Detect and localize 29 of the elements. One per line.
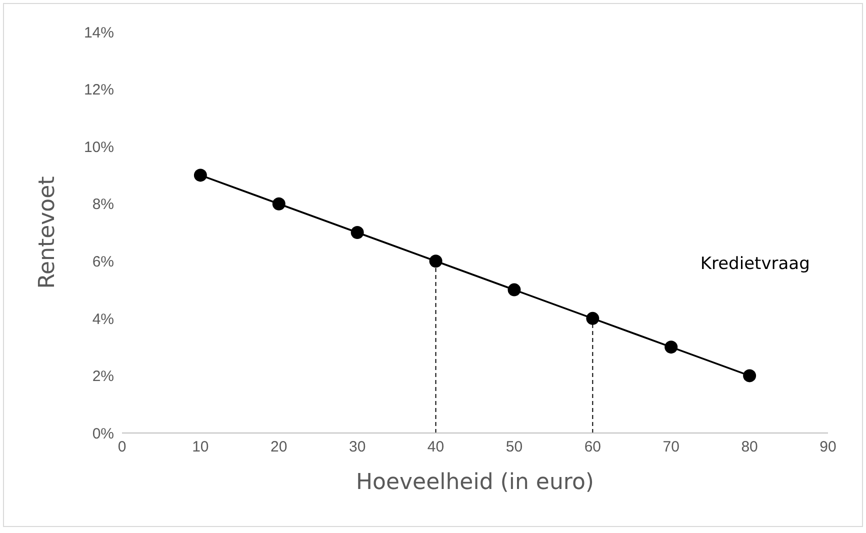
text: Kredietvraag (700, 254, 810, 274)
x-tick-label: 10 (192, 438, 209, 456)
x-tick-label: 60 (584, 438, 602, 456)
x-tick-label: 40 (427, 438, 444, 456)
y-axis-title: Rentevoet (34, 176, 60, 289)
point (743, 369, 756, 382)
x-tick-label: 20 (270, 438, 288, 456)
x-tick-label: 0 (118, 438, 126, 456)
y-tick-label: 4% (92, 310, 114, 328)
point (586, 312, 600, 325)
x-tick-label: 70 (662, 438, 680, 456)
y-tick-label: 2% (92, 368, 114, 386)
point (664, 340, 678, 354)
point (508, 283, 521, 296)
y-tick-label: 10% (84, 138, 114, 156)
point (194, 168, 207, 182)
x-tick-label: 80 (741, 438, 758, 456)
point (429, 254, 442, 268)
y-tick-label: 0% (92, 425, 114, 442)
y-tick-label: 14% (84, 24, 114, 42)
y-tick-label: 12% (84, 82, 114, 99)
x-axis-title: Hoeveelheid (in euro) (356, 470, 594, 495)
point (350, 226, 364, 239)
y-tick-label: 6% (92, 253, 114, 270)
x-tick-label: 50 (506, 438, 523, 456)
y-tick-label: 8% (92, 196, 114, 214)
x-tick-label: 30 (348, 438, 366, 456)
x-tick-label: 90 (820, 438, 836, 456)
point (272, 197, 286, 210)
